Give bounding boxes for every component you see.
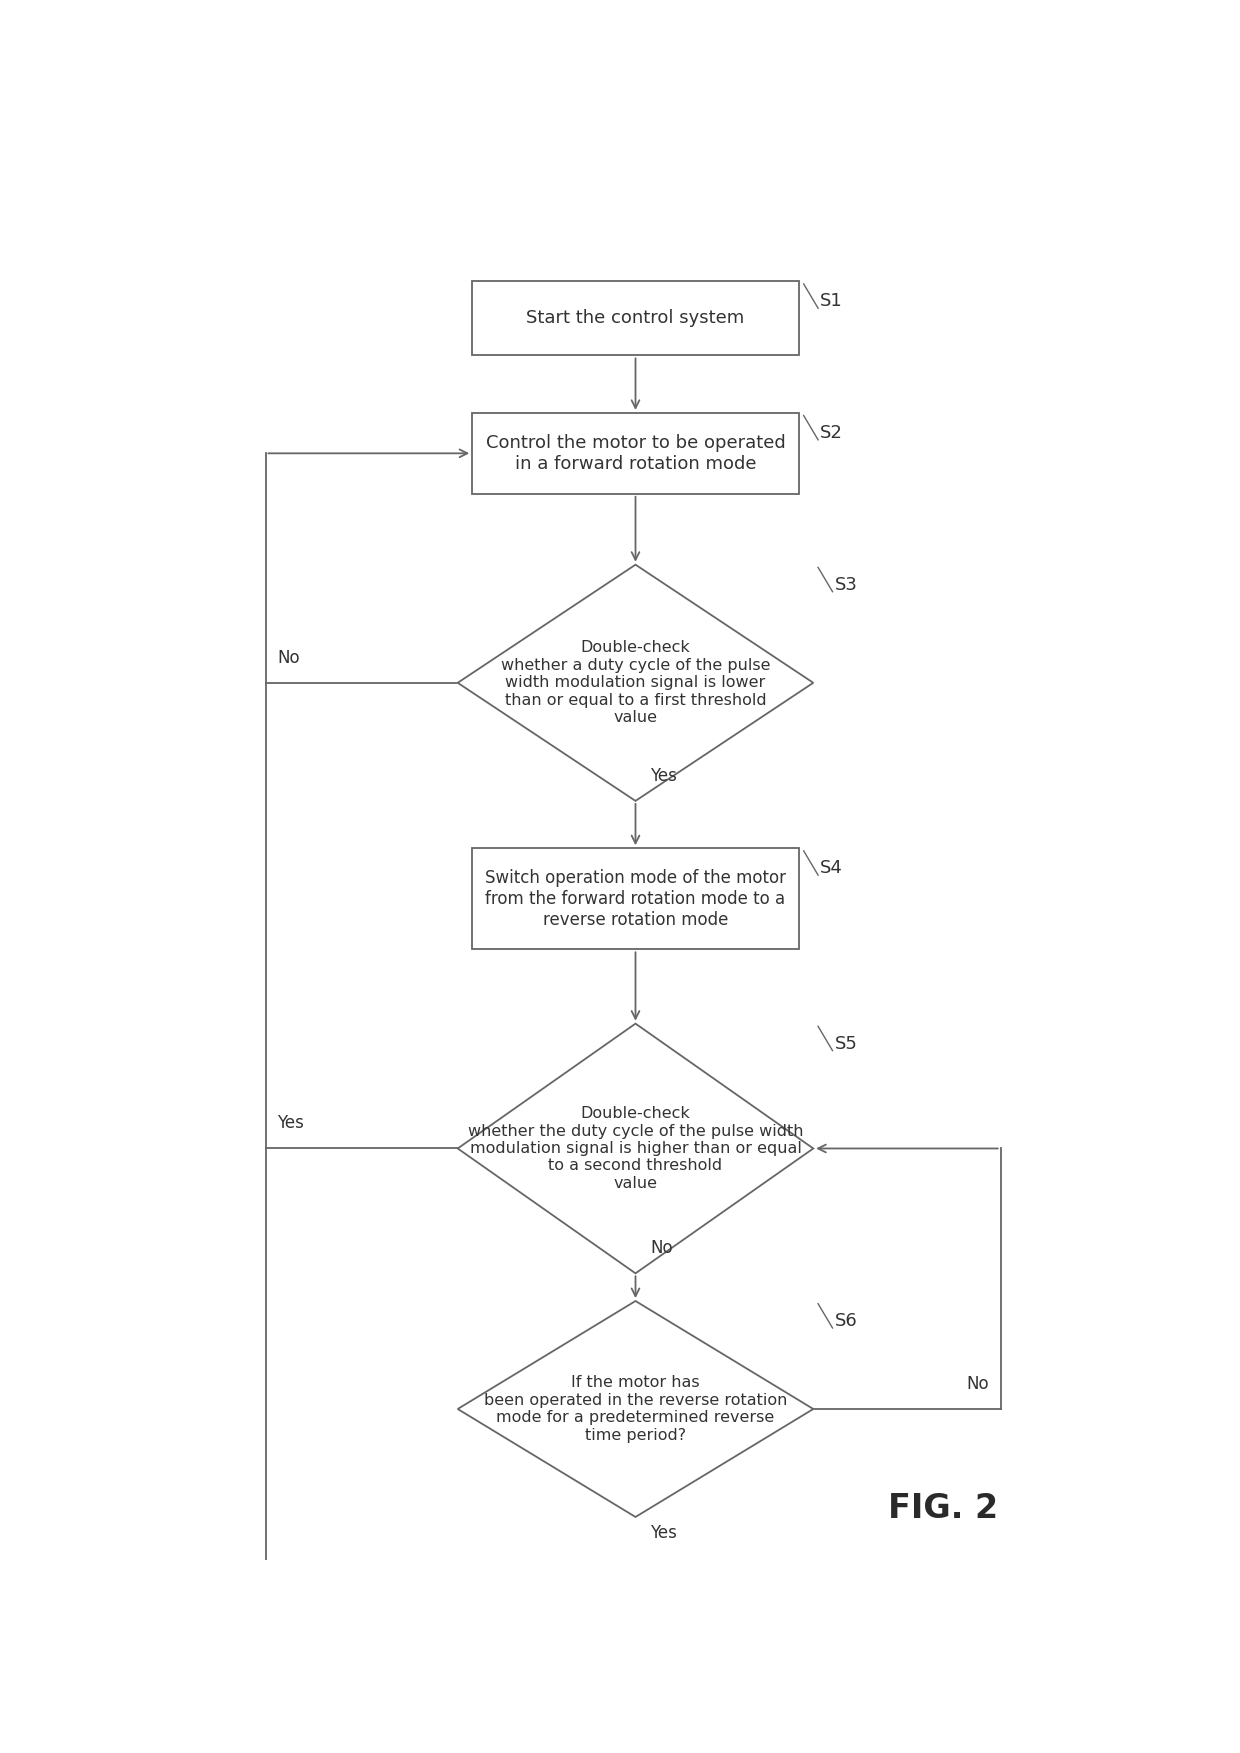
Bar <box>472 280 799 356</box>
Text: Start the control system: Start the control system <box>526 309 745 328</box>
Text: S3: S3 <box>835 577 857 594</box>
Text: Switch operation mode of the motor
from the forward rotation mode to a
reverse r: Switch operation mode of the motor from … <box>485 869 786 929</box>
Polygon shape <box>458 564 813 801</box>
Polygon shape <box>458 1301 813 1516</box>
Text: Yes: Yes <box>277 1115 304 1132</box>
Text: S1: S1 <box>820 293 843 310</box>
Text: Double-check
whether a duty cycle of the pulse
width modulation signal is lower
: Double-check whether a duty cycle of the… <box>501 640 770 726</box>
Text: S4: S4 <box>820 859 843 878</box>
Bar <box>472 848 799 950</box>
Text: No: No <box>966 1374 990 1394</box>
Text: S2: S2 <box>820 424 843 442</box>
Text: No: No <box>277 649 300 666</box>
Text: S6: S6 <box>835 1313 857 1331</box>
Text: FIG. 2: FIG. 2 <box>888 1492 998 1525</box>
Text: No: No <box>650 1239 672 1257</box>
Text: Yes: Yes <box>650 1523 677 1541</box>
Polygon shape <box>458 1024 813 1273</box>
Text: If the motor has
been operated in the reverse rotation
mode for a predetermined : If the motor has been operated in the re… <box>484 1376 787 1443</box>
Text: S5: S5 <box>835 1034 857 1054</box>
Text: Double-check
whether the duty cycle of the pulse width
modulation signal is high: Double-check whether the duty cycle of t… <box>467 1106 804 1190</box>
Text: Yes: Yes <box>650 766 677 785</box>
Text: Control the motor to be operated
in a forward rotation mode: Control the motor to be operated in a fo… <box>486 435 785 473</box>
Bar <box>472 414 799 494</box>
